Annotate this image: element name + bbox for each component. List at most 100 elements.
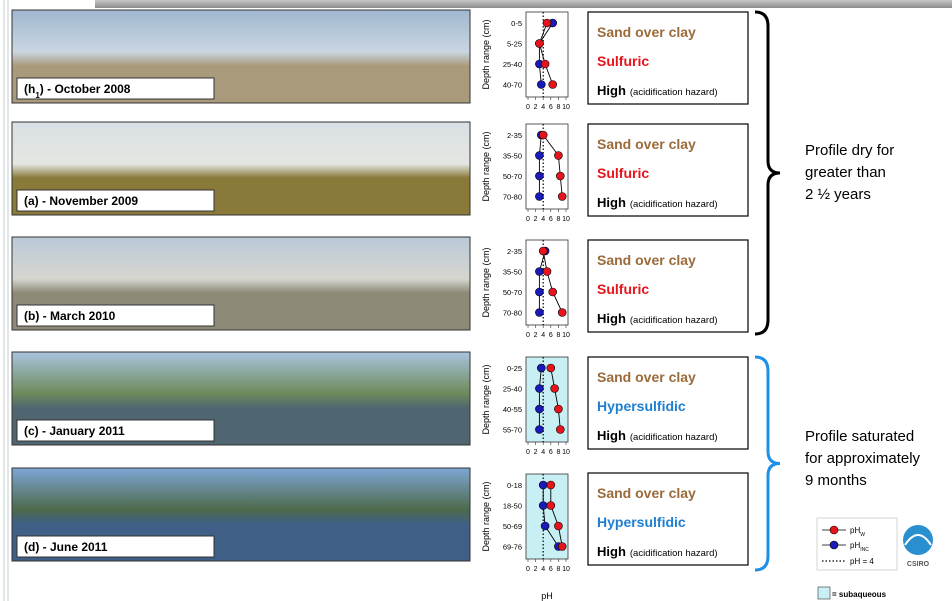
- classification: Sulfuric: [597, 53, 649, 69]
- profile-point: [541, 60, 549, 68]
- x-tick-label: 0: [526, 104, 530, 111]
- x-axis-label: pH: [541, 591, 553, 601]
- caption-part: (b) - March 2010: [24, 309, 116, 323]
- x-tick-label: 10: [562, 566, 570, 573]
- y-tick-label: 2-35: [507, 247, 522, 256]
- brace: [755, 357, 780, 570]
- group-text: 2 ½ years: [805, 186, 871, 203]
- y-tick-label: 25-40: [503, 60, 522, 69]
- hazard-level: High: [597, 544, 626, 559]
- x-tick-label: 10: [562, 104, 570, 111]
- x-tick-label: 8: [556, 216, 560, 223]
- caption: (c) - January 2011: [24, 424, 125, 438]
- profile-point: [535, 288, 543, 296]
- y-tick-label: 18-50: [503, 502, 522, 511]
- legend-label: pH = 4: [850, 557, 874, 566]
- y-tick-label: 50-69: [503, 522, 522, 531]
- left-lines: [4, 0, 8, 601]
- group-text: Profile saturated: [805, 428, 914, 445]
- y-tick-label: 70-80: [503, 309, 522, 318]
- x-tick-label: 8: [556, 449, 560, 456]
- hazard-note: (acidification hazard): [630, 199, 718, 210]
- profile-point: [541, 522, 549, 530]
- x-tick-label: 0: [526, 566, 530, 573]
- profile-point: [535, 309, 543, 317]
- x-tick-label: 8: [556, 332, 560, 339]
- subaqueous-label: = subaqueous: [832, 590, 887, 599]
- profile-point: [549, 288, 557, 296]
- profile-point: [556, 426, 564, 434]
- profile-point: [535, 426, 543, 434]
- y-axis-label: Depth range (cm): [481, 19, 491, 89]
- profile-point: [558, 193, 566, 201]
- texture: Sand over clay: [597, 369, 696, 385]
- caption-part: ) - October 2008: [40, 82, 131, 96]
- y-tick-label: 70-80: [503, 193, 522, 202]
- profile-point: [547, 481, 555, 489]
- hazard-level: High: [597, 428, 626, 443]
- legend-marker: [830, 526, 838, 534]
- y-tick-label: 2-35: [507, 131, 522, 140]
- profile-point: [558, 543, 566, 551]
- profile-point: [551, 385, 559, 393]
- x-tick-label: 6: [549, 216, 553, 223]
- y-tick-label: 35-50: [503, 268, 522, 277]
- x-tick-label: 8: [556, 104, 560, 111]
- profile-point: [554, 522, 562, 530]
- profile-point: [535, 268, 543, 276]
- legend-sub: W: [860, 532, 865, 538]
- logo-text: CSIRO: [907, 561, 930, 568]
- x-tick-label: 10: [562, 332, 570, 339]
- x-tick-label: 2: [534, 216, 538, 223]
- profile-point: [547, 502, 555, 510]
- x-tick-label: 8: [556, 566, 560, 573]
- y-axis-label: Depth range (cm): [481, 481, 491, 551]
- x-tick-label: 2: [534, 449, 538, 456]
- profile-point: [549, 81, 557, 89]
- y-tick-label: 35-50: [503, 152, 522, 161]
- x-tick-label: 2: [534, 332, 538, 339]
- y-tick-label: 5-25: [507, 40, 522, 49]
- profile-point: [558, 309, 566, 317]
- profile-point: [535, 40, 543, 48]
- x-tick-label: 6: [549, 104, 553, 111]
- profile-point: [539, 502, 547, 510]
- hazard-level: High: [597, 311, 626, 326]
- hazard-level: High: [597, 83, 626, 98]
- y-tick-label: 0-5: [511, 19, 522, 28]
- y-tick-label: 69-76: [503, 543, 522, 552]
- group-text: greater than: [805, 164, 886, 181]
- subaqueous-swatch: [818, 587, 830, 599]
- x-tick-label: 2: [534, 104, 538, 111]
- classification: Sulfuric: [597, 281, 649, 297]
- profile-point: [539, 481, 547, 489]
- profile-point: [554, 405, 562, 413]
- page: { "xlabel": "pH", "ref_ph": 4, "legend":…: [0, 0, 952, 601]
- legend-sub: INC: [860, 547, 869, 553]
- x-tick-label: 4: [541, 332, 545, 339]
- y-axis-label: Depth range (cm): [481, 364, 491, 434]
- y-tick-label: 0-18: [507, 481, 522, 490]
- texture: Sand over clay: [597, 252, 696, 268]
- texture: Sand over clay: [597, 24, 696, 40]
- profile-point: [554, 152, 562, 160]
- caption: (d) - June 2011: [24, 540, 108, 554]
- x-tick-label: 0: [526, 216, 530, 223]
- caption: (a) - November 2009: [24, 194, 138, 208]
- top-bar: [95, 0, 952, 8]
- profile-point: [535, 405, 543, 413]
- y-tick-label: 40-70: [503, 81, 522, 90]
- texture: Sand over clay: [597, 136, 696, 152]
- y-tick-label: 55-70: [503, 426, 522, 435]
- y-axis-label: Depth range (cm): [481, 247, 491, 317]
- x-tick-label: 4: [541, 566, 545, 573]
- brace: [755, 12, 780, 334]
- y-axis-label: Depth range (cm): [481, 131, 491, 201]
- profile-point: [543, 268, 551, 276]
- profile-point: [537, 364, 545, 372]
- profile-point: [547, 364, 555, 372]
- hazard-note: (acidification hazard): [630, 315, 718, 326]
- x-tick-label: 2: [534, 566, 538, 573]
- profile-point: [535, 193, 543, 201]
- x-tick-label: 0: [526, 449, 530, 456]
